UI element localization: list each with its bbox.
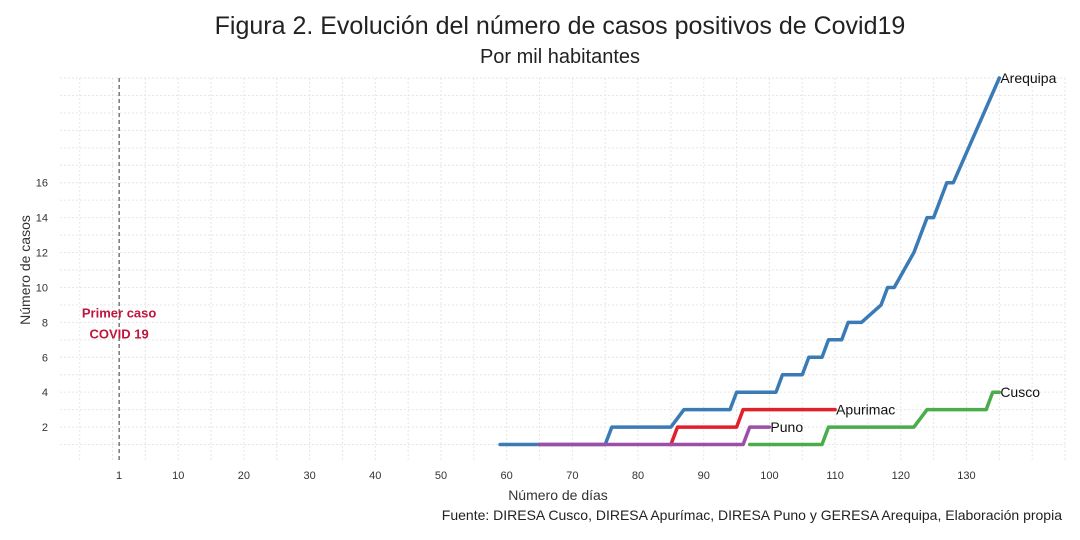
first-case-marker: Primer caso COVID 19 bbox=[82, 78, 156, 462]
x-tick-label: 50 bbox=[435, 470, 447, 482]
x-axis-label: Número de días bbox=[508, 487, 608, 503]
series-lines bbox=[498, 76, 1002, 447]
first-case-label-line1: Primer caso bbox=[82, 306, 156, 321]
x-tick-label: 60 bbox=[501, 470, 513, 482]
series-line-apurimac bbox=[669, 407, 837, 447]
x-tick-label: 90 bbox=[698, 470, 710, 482]
y-tick-label: 4 bbox=[42, 387, 48, 399]
y-tick-label: 8 bbox=[42, 317, 48, 329]
x-tick-label: 120 bbox=[892, 470, 910, 482]
x-tick-label: 100 bbox=[760, 470, 778, 482]
x-tick-label: 20 bbox=[238, 470, 250, 482]
y-tick-label: 12 bbox=[36, 248, 48, 260]
y-tick-label: 6 bbox=[42, 352, 48, 364]
y-axis-ticks: 2 4 6 8 10 12 14 16 bbox=[36, 178, 48, 434]
x-tick-label: 10 bbox=[172, 470, 184, 482]
series-label-apurimac: Apurimac bbox=[836, 402, 895, 418]
source-note: Fuente: DIRESA Cusco, DIRESA Apurímac, D… bbox=[441, 507, 1062, 523]
x-tick-label: 130 bbox=[957, 470, 975, 482]
y-tick-label: 16 bbox=[36, 178, 48, 190]
y-tick-label: 14 bbox=[36, 213, 48, 225]
series-labels: Arequipa Apurimac Puno Cusco bbox=[770, 70, 1056, 435]
x-tick-label: 70 bbox=[566, 470, 578, 482]
y-axis-label: Número de casos bbox=[17, 215, 33, 325]
grid-lines bbox=[60, 77, 1066, 462]
chart-subtitle: Por mil habitantes bbox=[479, 46, 641, 68]
first-case-label-line2: COVID 19 bbox=[89, 327, 148, 342]
chart-title: Figura 2. Evolución del número de casos … bbox=[214, 12, 906, 40]
series-line-arequipa bbox=[498, 76, 1002, 447]
x-tick-label: 30 bbox=[303, 470, 315, 482]
series-label-arequipa: Arequipa bbox=[1000, 70, 1056, 86]
y-tick-label: 10 bbox=[36, 282, 48, 294]
x-tick-label: 1 bbox=[116, 470, 122, 482]
x-tick-label: 40 bbox=[369, 470, 381, 482]
series-line-cusco bbox=[747, 390, 1002, 447]
x-axis-ticks: 1 10 20 30 40 50 60 70 80 90 100 110 120 130 bbox=[116, 470, 976, 482]
series-label-puno: Puno bbox=[770, 419, 803, 435]
x-tick-label: 110 bbox=[826, 470, 844, 482]
series-label-cusco: Cusco bbox=[1000, 384, 1040, 400]
x-tick-label: 80 bbox=[632, 470, 644, 482]
y-tick-label: 2 bbox=[42, 422, 48, 434]
series-line-puno bbox=[537, 425, 772, 447]
